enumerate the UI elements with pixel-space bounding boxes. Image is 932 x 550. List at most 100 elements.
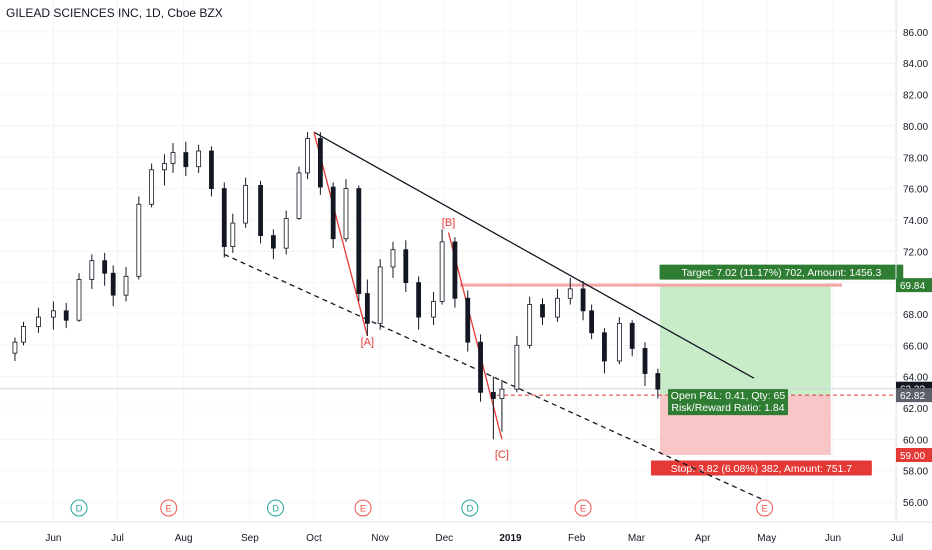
candle-body — [642, 348, 648, 374]
price-tick-label: 80.00 — [903, 122, 928, 133]
price-label-stop-box — [896, 447, 932, 462]
candle-body — [655, 373, 661, 390]
target-label: Target: 7.02 (11.17%) 702, Amount: 1456.… — [681, 267, 881, 279]
earnings-marker-label: E — [580, 504, 586, 515]
candle-body — [162, 163, 167, 171]
candle-body — [21, 326, 26, 343]
upper-trend-line[interactable] — [313, 131, 755, 379]
dividend-marker-label: D — [466, 504, 473, 515]
target-zone[interactable] — [659, 285, 831, 396]
candle-body — [602, 332, 607, 362]
candle-series — [12, 132, 661, 440]
time-tick-label: Jun — [45, 533, 61, 544]
candle-body — [110, 272, 116, 296]
price-tick-label: 64.00 — [903, 373, 928, 384]
candle-body — [527, 304, 533, 346]
candle-body — [540, 304, 545, 318]
earnings-marker-label: E — [166, 504, 172, 515]
earnings-marker[interactable] — [756, 499, 774, 517]
price-label-stop: 59.00 — [900, 451, 925, 462]
risk-reward-label: Risk/Reward Ratio: 1.84 — [671, 402, 784, 414]
time-tick-label: Sep — [241, 533, 259, 544]
candle-body — [478, 341, 483, 393]
chart-title: GILEAD SCIENCES INC, 1D, Cboe BZX — [6, 6, 223, 20]
target-label-box — [659, 264, 904, 280]
chart-annotations: [A] [B] [C] — [361, 217, 509, 461]
candle-body — [230, 222, 236, 247]
pnl-box — [668, 389, 788, 416]
dividend-marker[interactable] — [70, 499, 88, 517]
stop-label-box — [650, 460, 872, 476]
price-tick-label: 68.00 — [903, 310, 928, 321]
price-tick-label: 78.00 — [903, 153, 928, 164]
candle-body — [305, 138, 310, 174]
earnings-marker-label: E — [761, 504, 767, 515]
time-tick-label: 2019 — [499, 533, 522, 544]
price-tick-label: 86.00 — [903, 28, 928, 39]
candle-body — [258, 185, 263, 237]
candle-body — [102, 260, 108, 274]
candle-body — [209, 150, 214, 190]
time-tick-label: Jun — [825, 533, 841, 544]
candle-body — [555, 297, 560, 318]
time-tick-label: Feb — [568, 533, 586, 544]
candle-body — [136, 203, 142, 277]
candle-body — [452, 241, 458, 299]
candle-body — [12, 341, 18, 354]
candle-body — [221, 188, 227, 247]
candle-body — [616, 322, 622, 362]
price-tick-label: 60.00 — [903, 435, 928, 446]
time-tick-label: Nov — [371, 533, 389, 544]
position-tool[interactable]: Target: 7.02 (11.17%) 702, Amount: 1456.… — [0, 264, 904, 476]
candle-body — [567, 288, 573, 299]
price-axis[interactable]: 56.0058.0060.0062.0064.0066.0068.0070.00… — [895, 0, 932, 522]
candle-body — [89, 260, 95, 280]
dividend-marker[interactable] — [461, 499, 479, 517]
candle-body — [270, 235, 276, 249]
candle-body — [403, 249, 409, 284]
candle-body — [170, 152, 176, 164]
wave-pattern-line[interactable] — [313, 132, 368, 337]
stop-label: Stop: 3.82 (6.08%) 382, Amount: 751.7 — [671, 463, 853, 475]
wave-label: [A] — [361, 336, 374, 348]
earnings-marker[interactable] — [574, 499, 592, 517]
candle-body — [36, 316, 41, 327]
price-tick-label: 56.00 — [903, 498, 928, 509]
candle-body — [243, 185, 249, 224]
candle-body — [629, 322, 635, 349]
candle-body — [283, 217, 289, 249]
candle-body — [490, 391, 496, 399]
candle-body — [50, 310, 56, 318]
price-tick-label: 72.00 — [903, 247, 928, 258]
candle-body — [377, 266, 383, 324]
price-label-target-box — [896, 278, 932, 293]
candle-body — [499, 388, 505, 399]
time-axis[interactable]: Jun Jul Aug Sep Oct Nov Dec 2019 Feb Mar Apr May Jun… — [0, 521, 932, 544]
earnings-marker[interactable] — [160, 499, 178, 517]
time-tick-label: Mar — [628, 533, 646, 544]
time-tick-label: Jul — [891, 533, 904, 544]
earnings-marker-label: E — [360, 504, 366, 515]
dividend-marker[interactable] — [267, 499, 285, 517]
candle-body — [390, 249, 396, 268]
price-tick-label: 76.00 — [903, 185, 928, 196]
price-tick-label: 66.00 — [903, 341, 928, 352]
price-tick-label: 84.00 — [903, 59, 928, 70]
candle-body — [416, 282, 422, 318]
dividend-marker-label: D — [76, 504, 83, 515]
wave-label: [B] — [442, 217, 455, 229]
price-tick-label: 74.00 — [903, 216, 928, 227]
candle-body — [317, 138, 323, 188]
earnings-marker[interactable] — [354, 499, 372, 517]
candle-body — [76, 279, 82, 321]
candle-body — [196, 150, 202, 168]
candle-body — [63, 310, 69, 321]
time-tick-label: Oct — [306, 533, 322, 544]
candle-body — [183, 152, 189, 168]
time-tick-label: Apr — [695, 533, 711, 544]
candle-body — [330, 186, 336, 240]
time-tick-label: Aug — [175, 533, 193, 544]
candle-body — [589, 310, 595, 334]
